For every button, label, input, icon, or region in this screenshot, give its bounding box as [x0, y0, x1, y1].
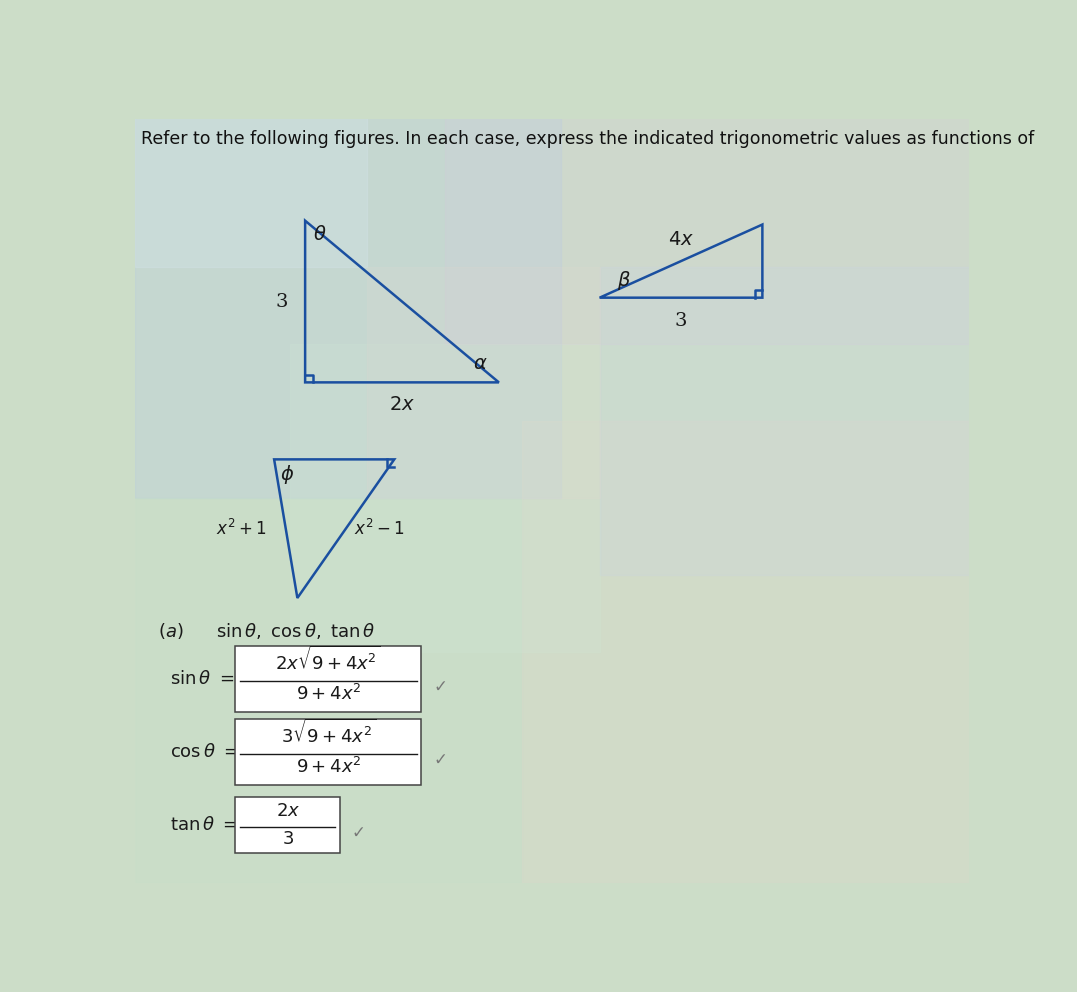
Text: $\beta$: $\beta$	[617, 269, 630, 292]
Text: $\cos\theta\ =$: $\cos\theta\ =$	[169, 743, 238, 761]
Text: ✓: ✓	[433, 751, 447, 769]
Bar	[522, 421, 988, 883]
Text: ✓: ✓	[351, 823, 365, 842]
Bar	[135, 113, 367, 267]
Text: $\alpha$: $\alpha$	[473, 355, 487, 373]
Bar	[445, 113, 988, 344]
Bar	[135, 113, 561, 498]
Text: $\phi$: $\phi$	[280, 463, 294, 486]
Text: $2x\sqrt{9+4x^2}$: $2x\sqrt{9+4x^2}$	[276, 645, 381, 674]
Text: $9+4x^2$: $9+4x^2$	[296, 683, 361, 703]
Text: $3$: $3$	[282, 829, 294, 848]
Bar	[135, 498, 522, 883]
Text: $x^2+1$: $x^2+1$	[215, 519, 266, 539]
Text: $\theta$: $\theta$	[313, 224, 326, 243]
Text: Refer to the following figures. In each case, express the indicated trigonometri: Refer to the following figures. In each …	[141, 130, 1034, 148]
Bar	[236, 798, 340, 853]
Text: 3: 3	[675, 311, 687, 329]
Text: $\sin\theta,\ \cos\theta,\ \tan\theta$: $\sin\theta,\ \cos\theta,\ \tan\theta$	[216, 621, 375, 641]
Text: 3: 3	[276, 293, 288, 310]
Text: ✓: ✓	[433, 678, 447, 695]
Bar	[367, 267, 600, 498]
Text: $(a)$: $(a)$	[158, 621, 183, 641]
Bar	[236, 719, 421, 785]
Bar	[290, 344, 600, 652]
Text: $3\sqrt{9+4x^2}$: $3\sqrt{9+4x^2}$	[281, 718, 376, 747]
Text: $2x$: $2x$	[276, 802, 299, 819]
Text: $9+4x^2$: $9+4x^2$	[296, 757, 361, 777]
Text: $x^2-1$: $x^2-1$	[353, 519, 404, 539]
Bar	[236, 646, 421, 711]
Text: $2x$: $2x$	[389, 396, 415, 415]
Text: $\sin\theta\ =$: $\sin\theta\ =$	[169, 670, 234, 687]
Text: $4x$: $4x$	[668, 231, 694, 249]
Bar	[600, 267, 988, 575]
Text: $\tan\theta\ =$: $\tan\theta\ =$	[169, 816, 237, 834]
